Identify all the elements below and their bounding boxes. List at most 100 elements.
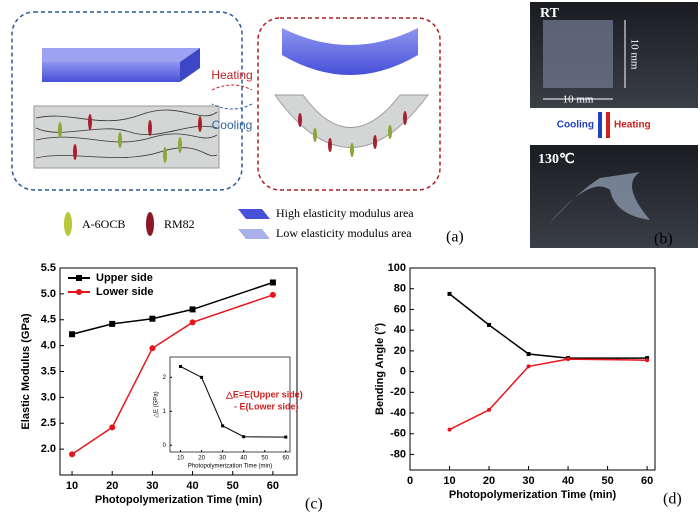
point [269,291,276,298]
x-tick-label: 60 [267,480,279,492]
point [269,279,276,286]
legend-marker [76,275,82,281]
y-tick-label: 60 [394,303,406,315]
x-axis-label: Photopolymerization Time (min) [449,489,617,501]
height-label: 10 mm [628,39,640,70]
point [487,322,492,327]
panel-label: (b) [654,231,673,248]
point [526,364,531,369]
point [149,315,156,322]
y-tick-label: -80 [390,448,406,460]
point [447,427,452,432]
annotation: △E=E(Upper side) [225,389,303,399]
bent-mesogens [298,111,407,152]
x-tick-label: 60 [641,475,653,487]
x-tick-label: 30 [522,475,534,487]
point [447,291,452,296]
legend-label: Upper side [96,272,153,284]
legend-label: Lower side [96,286,153,298]
heating-label: Heating [211,68,252,82]
point [200,375,204,379]
x-tick-label: 60 [282,456,289,462]
y-tick-label: 1 [163,409,167,415]
heating-label: Heating [614,120,651,131]
heating-arrow [211,84,253,91]
panel-label: (d) [663,491,682,508]
mesogens [58,114,202,163]
x-axis-label: Photopolymerization Time (min) [188,463,272,469]
heated-frame [11,11,243,191]
legend-label: High elasticity modulus area [276,206,414,220]
x-tick-label: 40 [240,456,247,462]
slab [42,62,180,82]
y-axis-label: Elastic Modulus (GPa) [20,313,32,429]
film [543,20,613,88]
y-tick-label: 2.5 [41,417,56,429]
point [109,424,116,431]
x-tick-label: 30 [146,480,158,492]
cooling-arrow [211,103,253,110]
bent-mesogens-2 [313,125,392,157]
rt-label: RT [540,6,560,21]
bent-slab [282,28,418,75]
point [566,357,571,362]
x-tick-label: 50 [601,475,613,487]
y-tick-label: 2.0 [41,443,56,455]
y-tick-label: 2 [163,375,167,381]
point [149,345,156,352]
slab-top [42,48,200,62]
legend-label: A-6OCB [82,217,125,231]
y-tick-label: 4.0 [41,340,56,352]
y-tick-label: 5.0 [41,288,56,300]
y-axis-label: △E (GPa) [154,391,160,417]
x-tick-label: 20 [198,456,205,462]
legend-label: Low elasticity modulus area [276,226,412,240]
low-icon [238,229,270,239]
y-tick-label: 100 [388,262,406,274]
point [179,365,183,368]
a6ocb-icon [64,212,72,236]
temp-label: 130℃ [538,152,575,167]
point [284,435,288,439]
x-tick-label: 0 [407,475,413,487]
panel-label: (c) [305,496,323,513]
y-tick-label: 40 [394,324,406,336]
x-tick-label: 10 [443,475,455,487]
panel-a: Heating Cooling A-6OCB RM82 High elastic… [11,11,464,246]
high-icon [238,209,270,219]
y-tick-label: 0 [400,365,406,377]
y-axis-label: Bending Angle (°) [374,323,386,415]
slab-side [180,48,200,82]
y-tick-label: 5.5 [41,262,56,274]
y-tick-label: 3.0 [41,391,56,403]
point [221,424,225,428]
point [69,331,76,338]
x-tick-label: 40 [186,480,198,492]
y-tick-label: -60 [390,428,406,440]
point [69,451,76,458]
cooling-label: Cooling [212,118,253,132]
y-tick-label: 0 [163,443,167,449]
y-tick-label: 20 [394,345,406,357]
point [189,319,196,326]
x-tick-label: 20 [483,475,495,487]
x-tick-label: 50 [227,480,239,492]
point [645,358,650,363]
plot-frame [409,267,656,471]
y-tick-label: 3.5 [41,365,56,377]
point [645,356,650,361]
x-axis-label: Photopolymerization Time (min) [95,494,263,506]
panel-label: (a) [446,229,464,246]
y-tick-label: 4.5 [41,314,56,326]
x-tick-label: 50 [261,456,268,462]
point [526,351,531,356]
x-tick-label: 10 [177,456,184,462]
panel-b: RT 10 mm 10 mm Cooling Heating 130℃ (b) [530,2,698,248]
y-tick-label: -20 [390,386,406,398]
point [487,407,492,412]
point [242,435,246,439]
y-tick-label: -40 [390,407,406,419]
legend-marker [76,289,82,295]
rm82-icon [146,212,154,236]
